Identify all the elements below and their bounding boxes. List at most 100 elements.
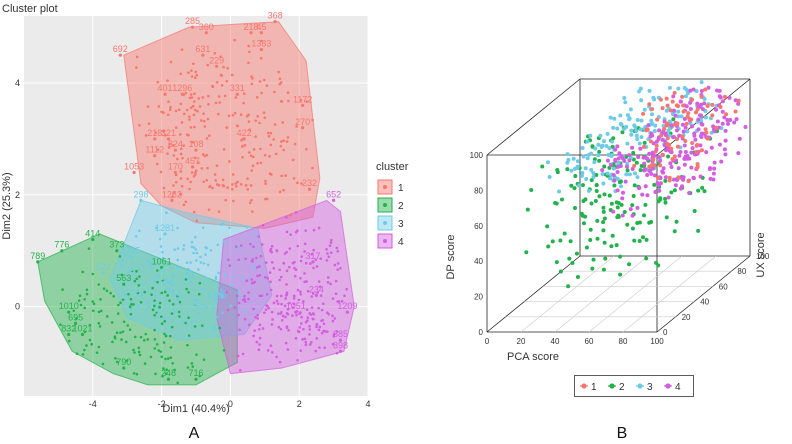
cluster-1-point — [224, 198, 228, 202]
series-4-point — [684, 104, 689, 109]
cluster-1-point — [184, 200, 188, 204]
chart-a-legend-title: cluster — [376, 161, 409, 173]
chart-a-x-tick: -4 — [89, 399, 97, 409]
series-3-point — [635, 118, 640, 123]
cluster-2-point — [155, 269, 159, 272]
cluster-1-point — [169, 60, 173, 64]
cluster-1-point — [168, 108, 172, 112]
cluster-4-point — [269, 247, 273, 251]
series-4-point — [690, 146, 695, 151]
cluster-2-point — [138, 353, 142, 357]
series-1-point — [653, 149, 658, 154]
cluster-4-point — [294, 337, 298, 340]
cluster-3-point — [193, 302, 197, 306]
cluster-2-point — [157, 349, 160, 352]
cluster-2-point — [146, 338, 150, 341]
cluster-3-point — [146, 259, 150, 263]
cluster-1-point-label: 45 — [256, 22, 266, 32]
cluster-1-point — [166, 79, 169, 82]
cluster-4-point — [260, 294, 264, 298]
cluster-2-point — [87, 247, 91, 250]
series-1-point — [714, 125, 719, 130]
cluster-3-point — [217, 292, 221, 296]
series-4-point — [660, 137, 665, 142]
series-1-point — [703, 127, 708, 132]
cluster-1-point — [202, 180, 205, 184]
cluster-4-point — [312, 248, 315, 252]
cluster-2-point — [60, 249, 64, 253]
cluster-2-point — [178, 315, 181, 318]
cluster-3-point — [176, 258, 180, 262]
cluster-4-point — [336, 262, 340, 265]
cluster-2-point — [126, 324, 130, 327]
series-4-point — [666, 195, 671, 200]
cluster-2-point — [125, 359, 129, 362]
cluster-1-point — [250, 82, 254, 86]
cluster-2-point — [195, 353, 198, 356]
series-2-point — [663, 196, 668, 201]
series-4-point — [743, 124, 748, 129]
cluster-4-point — [304, 229, 307, 232]
cluster-2-point — [99, 309, 103, 313]
cluster-2-point — [194, 377, 198, 381]
series-4-point — [720, 109, 725, 114]
cluster-2-point-label: 716 — [188, 368, 203, 378]
cluster-1-point — [263, 78, 266, 82]
series-1-point — [718, 104, 723, 109]
series-4-point — [677, 133, 682, 138]
series-3-point — [652, 129, 657, 134]
series-1-point — [650, 107, 655, 112]
cluster-2-point — [187, 291, 190, 294]
cluster-2-point — [92, 302, 96, 306]
series-3-point — [683, 94, 688, 99]
cluster-4-point — [241, 352, 245, 356]
cluster-4-point — [270, 310, 274, 314]
cluster-2-point — [122, 282, 126, 286]
cluster-2-point — [110, 321, 114, 324]
cluster-1-point — [172, 184, 175, 187]
cluster-4-point — [244, 257, 247, 261]
cluster-4-point — [258, 294, 262, 298]
cluster-4-point — [238, 369, 242, 372]
series-4-point — [700, 122, 705, 127]
cluster-2-point — [105, 289, 109, 293]
series-2-point — [584, 245, 589, 250]
cluster-1-point — [278, 190, 282, 194]
series-2-point — [631, 194, 636, 199]
cluster-3-point — [217, 271, 220, 275]
cluster-4-point — [234, 245, 238, 248]
series-2-point — [625, 222, 630, 227]
series-4-point — [649, 131, 654, 136]
series-4-point — [722, 147, 727, 152]
cluster-1-point — [242, 137, 246, 141]
series-4-point — [698, 174, 703, 179]
series-4-point — [615, 188, 620, 193]
cluster-1-point — [176, 157, 179, 161]
series-3-point — [622, 95, 627, 100]
cluster-3-point — [252, 265, 256, 268]
cluster-1-point — [273, 19, 277, 24]
legend-b-label-1: 1 — [591, 382, 597, 393]
series-4-point — [688, 88, 693, 93]
cluster-3-point — [170, 279, 174, 283]
series-4-point — [627, 158, 632, 163]
series-3-point — [639, 98, 644, 103]
series-3-point — [583, 166, 588, 171]
series-2-point — [601, 228, 606, 233]
cluster-3-point — [223, 273, 227, 277]
series-2-point — [631, 150, 636, 155]
cluster-4-point-label: 317 — [305, 251, 320, 261]
cluster-4-point — [285, 283, 288, 286]
cluster-1-point — [213, 51, 217, 55]
series-4-point — [640, 192, 645, 197]
cluster-1-point — [193, 108, 197, 112]
cluster-1-point — [174, 126, 178, 129]
cluster-2-point — [137, 283, 141, 287]
series-2-point — [652, 182, 657, 187]
cluster-3-point — [231, 275, 235, 279]
cluster-1-point — [250, 198, 253, 202]
cluster-1-point — [179, 102, 183, 106]
cluster-2-point — [184, 321, 187, 325]
series-2-point — [609, 244, 614, 249]
chart-b-floor-grid — [505, 255, 732, 333]
